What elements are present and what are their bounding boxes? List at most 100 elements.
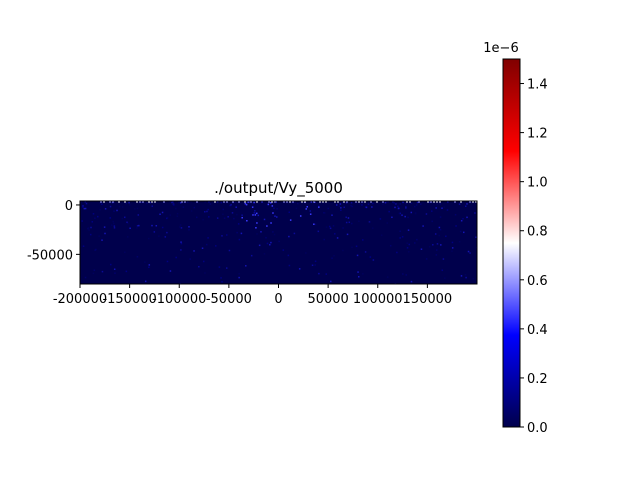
heatmap-cell (166, 217, 168, 220)
heatmap-cell (195, 216, 198, 219)
heatmap-cell (256, 201, 258, 203)
y-tick-label: -50000 (27, 248, 73, 263)
heatmap-cell (257, 214, 260, 217)
heatmap-cell (407, 216, 409, 219)
heatmap-cell (382, 201, 384, 203)
x-tick-label: -150000 (102, 292, 156, 307)
heatmap-cell (309, 210, 312, 212)
heatmap-cell (451, 250, 453, 252)
x-tick-label: 150000 (403, 292, 453, 307)
heatmap-cell (136, 225, 139, 227)
heatmap-cell (322, 201, 324, 203)
heatmap-cell (294, 201, 296, 203)
heatmap-cell (238, 238, 241, 241)
heatmap-cell (240, 232, 243, 235)
heatmap-cell (384, 201, 387, 204)
heatmap-cell (441, 207, 443, 209)
heatmap-cell (418, 201, 420, 203)
heatmap-cell (225, 267, 228, 269)
heatmap-cell (365, 206, 368, 209)
heatmap-cell (462, 218, 464, 220)
heatmap-cell (230, 204, 232, 206)
heatmap-cell (236, 213, 238, 216)
heatmap-cell (220, 277, 222, 279)
heatmap-cell (347, 217, 350, 219)
heatmap-cell (431, 220, 433, 223)
heatmap-cell (247, 201, 249, 203)
heatmap-cell (465, 276, 467, 279)
heatmap-cell (139, 201, 141, 203)
heatmap-cell (246, 219, 248, 222)
heatmap-cell (114, 272, 116, 274)
heatmap-cell (221, 280, 223, 283)
heatmap-cell (439, 203, 442, 205)
heatmap-cell (99, 202, 101, 204)
heatmap-cell (364, 251, 367, 253)
heatmap-cell (93, 269, 96, 271)
heatmap-cell (293, 232, 296, 235)
heatmap-cell (286, 201, 288, 203)
heatmap-cell (441, 269, 444, 272)
heatmap-cell (261, 201, 263, 203)
heatmap-cell (460, 275, 463, 277)
heatmap-cell (151, 205, 154, 207)
heatmap-cell (91, 221, 94, 223)
heatmap-cell (474, 212, 476, 214)
heatmap-cell (404, 215, 406, 218)
x-axis: -200000-150000-100000 -50000 0 50000 100000 1… (53, 284, 452, 307)
heatmap-cell (422, 201, 424, 203)
heatmap-cell (193, 206, 196, 209)
heatmap-cell (190, 201, 192, 203)
heatmap-cell (111, 201, 114, 204)
heatmap-cell (238, 201, 240, 203)
heatmap-cell (176, 212, 179, 215)
heatmap-cell (386, 222, 389, 224)
heatmap-cell (342, 249, 344, 252)
heatmap-cell (123, 216, 126, 219)
heatmap-cell (223, 217, 226, 219)
heatmap-cell (464, 273, 467, 276)
heatmap-cell (339, 201, 341, 203)
heatmap-cell (443, 206, 446, 208)
heatmap-cell (466, 216, 468, 219)
heatmap-cell (97, 215, 99, 218)
heatmap-cell (297, 202, 299, 205)
heatmap-cell (101, 239, 103, 241)
heatmap-cell (270, 222, 272, 224)
heatmap-cell (406, 247, 409, 249)
heatmap-cell (164, 236, 167, 238)
heatmap-cell (161, 226, 164, 229)
heatmap-cell (428, 245, 431, 248)
heatmap-cell (266, 242, 269, 245)
heatmap-cell (314, 223, 317, 226)
heatmap-cell (414, 242, 416, 244)
heatmap-cell (166, 260, 169, 263)
heatmap-cell (364, 206, 367, 208)
heatmap-cell (397, 205, 399, 208)
heatmap-cell (350, 204, 352, 207)
heatmap-cell (118, 201, 120, 203)
heatmap-cell (274, 215, 276, 217)
heatmap-cell (99, 208, 101, 211)
heatmap-cell (190, 210, 193, 212)
heatmap-cell (251, 206, 254, 208)
heatmap-cell (342, 201, 344, 203)
heatmap-cell (439, 216, 442, 218)
heatmap-cell (101, 270, 104, 273)
heatmap-cell (335, 204, 338, 206)
heatmap-cell (469, 252, 471, 254)
heatmap-cell (385, 201, 387, 203)
heatmap-cell (454, 213, 457, 216)
heatmap-cell (467, 250, 470, 253)
heatmap-cell (305, 252, 307, 254)
heatmap-cell (172, 201, 174, 203)
heatmap-cell (254, 214, 257, 216)
heatmap-cell (128, 201, 130, 204)
heatmap-cell (271, 201, 273, 203)
heatmap-cell (288, 264, 291, 267)
heatmap-cell (362, 273, 364, 275)
heatmap-cell (406, 201, 408, 203)
heatmap-cell (166, 231, 168, 234)
heatmap-cell (276, 208, 278, 210)
heatmap-cell (345, 216, 347, 219)
